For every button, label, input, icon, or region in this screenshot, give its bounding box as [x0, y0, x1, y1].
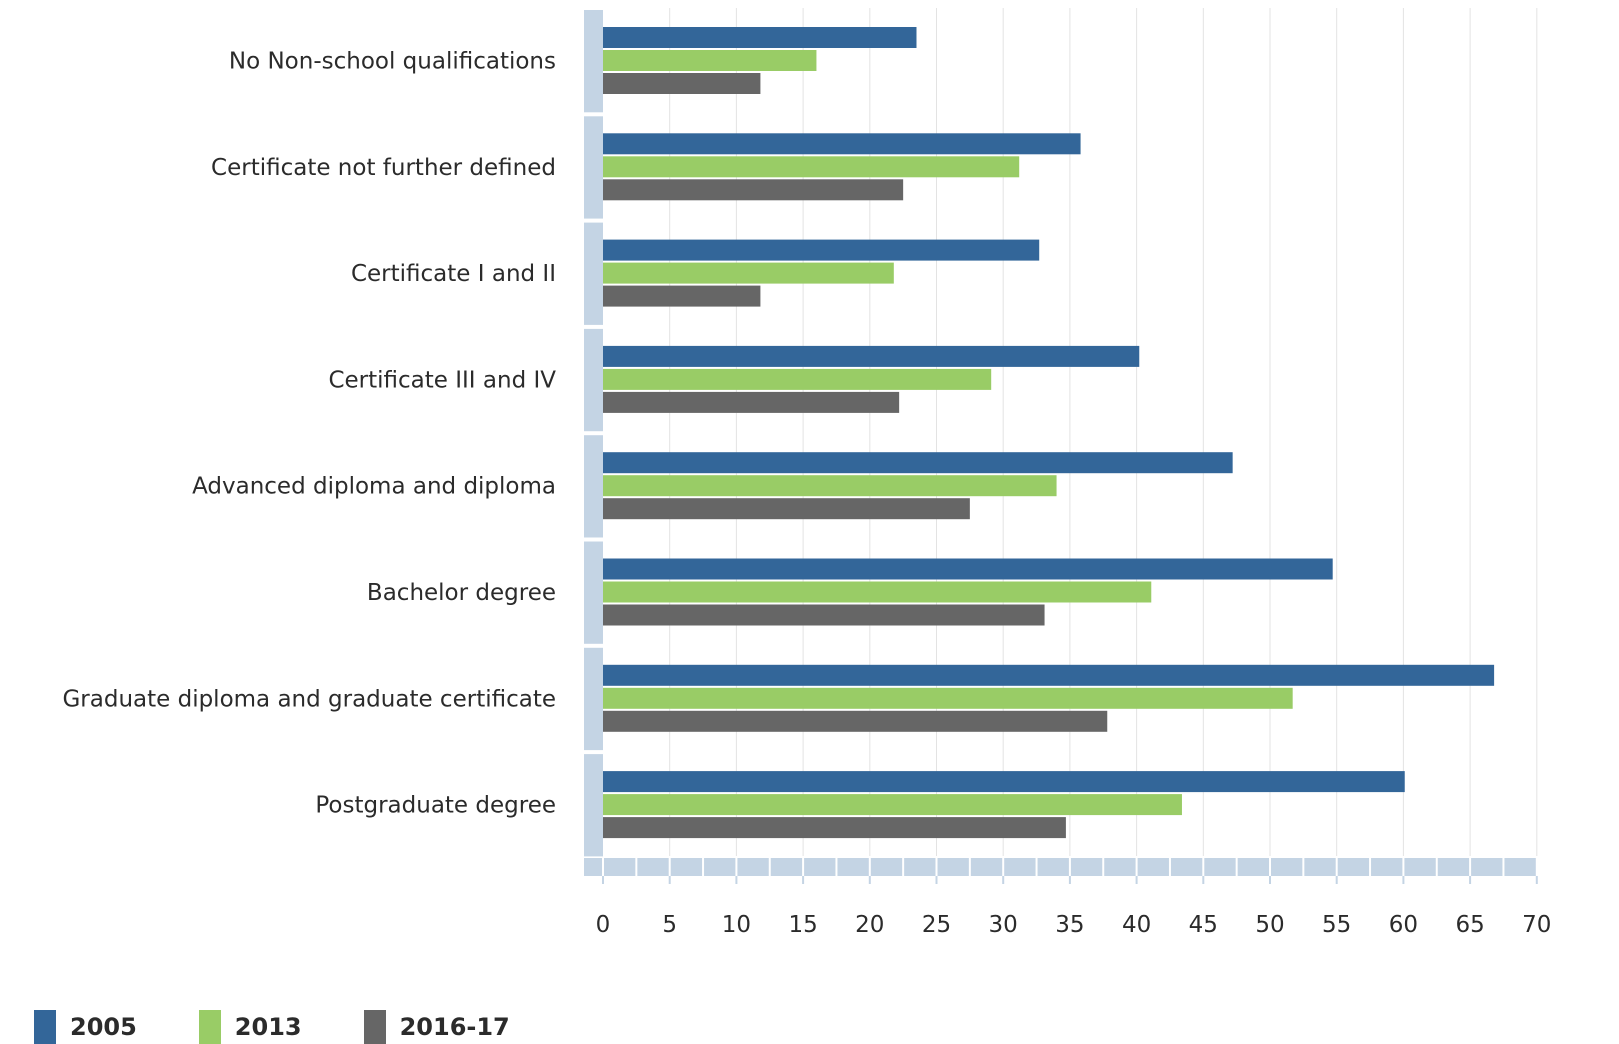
bar-2016-17-postgraduate-degree [603, 817, 1066, 839]
y-band-segment [584, 10, 603, 113]
bar-2013-graduate-diploma-and-graduate-certificate [603, 687, 1293, 709]
bar-2016-17-graduate-diploma-and-graduate-certificate [603, 710, 1108, 732]
x-tick-label-5: 5 [662, 912, 677, 938]
bar-2016-17-advanced-diploma-and-diploma [603, 498, 970, 520]
x-tick-label-55: 55 [1322, 912, 1351, 938]
y-band-segment [584, 116, 603, 219]
bar-2005-certificate-i-and-ii [603, 239, 1040, 261]
bar-2013-certificate-iii-and-iv [603, 368, 992, 390]
legend-label-2016-17: 2016-17 [399, 1013, 510, 1041]
x-tick-label-40: 40 [1122, 912, 1151, 938]
legend-item-2016-17[interactable]: 2016-17 [363, 1010, 510, 1044]
bar-2013-bachelor-degree [603, 581, 1152, 603]
x-tick-label-60: 60 [1389, 912, 1418, 938]
category-label-bachelor-degree: Bachelor degree [367, 580, 556, 606]
legend-label-2005: 2005 [70, 1013, 137, 1041]
x-tick-labels: 0 5 10 15 20 25 30 35 40 45 50 55 60 65 70 [596, 912, 1552, 938]
x-axis-band [584, 858, 1538, 884]
x-tick-label-70: 70 [1522, 912, 1551, 938]
legend: 2005 2013 2016-17 [34, 1010, 572, 1044]
legend-item-2005[interactable]: 2005 [34, 1010, 137, 1044]
bar-2013-certificate-not-further-defined [603, 156, 1020, 178]
bar-2016-17-certificate-not-further-defined [603, 179, 904, 201]
category-label-certificate-not-further-defined: Certificate not further defined [211, 155, 556, 181]
bar-2016-17-certificate-iii-and-iv [603, 391, 900, 413]
bar-2016-17-no-non-school-qualifications [603, 73, 761, 94]
category-label-certificate-i-and-ii: Certificate I and II [351, 261, 556, 287]
category-label-postgraduate-degree: Postgraduate degree [315, 793, 556, 819]
bar-2005-no-non-school-qualifications [603, 27, 917, 48]
x-tick-label-0: 0 [596, 912, 611, 938]
category-label-graduate-diploma-and-graduate-certificate: Graduate diploma and graduate certificat… [62, 686, 556, 712]
category-label-no-non-school-qualifications: No Non-school qualifications [229, 49, 556, 75]
bar-2013-certificate-i-and-ii [603, 262, 894, 284]
bar-2013-no-non-school-qualifications [603, 50, 817, 71]
bar-2016-17-bachelor-degree [603, 604, 1045, 626]
x-tick-label-30: 30 [989, 912, 1018, 938]
bar-2016-17-certificate-i-and-ii [603, 285, 761, 307]
y-band-segment [584, 328, 603, 432]
bar-2005-postgraduate-degree [603, 771, 1405, 793]
legend-item-2013[interactable]: 2013 [198, 1010, 302, 1044]
x-tick-label-35: 35 [1055, 912, 1084, 938]
x-tick-label-45: 45 [1189, 912, 1218, 938]
category-labels: No Non-school qualifications Certificate … [62, 49, 556, 819]
bar-2013-postgraduate-degree [603, 794, 1182, 816]
x-tick-label-10: 10 [722, 912, 751, 938]
y-band-segment [584, 435, 603, 538]
y-band-segment [584, 754, 603, 857]
bar-2005-graduate-diploma-and-graduate-certificate [603, 664, 1495, 686]
y-band-segment [584, 647, 603, 751]
bar-2005-advanced-diploma-and-diploma [603, 452, 1233, 474]
category-label-advanced-diploma-and-diploma: Advanced diploma and diploma [192, 474, 556, 500]
bar-2005-certificate-iii-and-iv [603, 345, 1140, 367]
y-axis-band [584, 10, 603, 857]
x-tick-label-20: 20 [855, 912, 884, 938]
x-tick-label-65: 65 [1455, 912, 1484, 938]
bar-2005-bachelor-degree [603, 558, 1333, 580]
legend-swatch-2005 [34, 1010, 56, 1044]
bars [603, 27, 1495, 839]
legend-label-2013: 2013 [234, 1013, 302, 1041]
x-tick-label-50: 50 [1255, 912, 1284, 938]
x-band-bg [584, 858, 1536, 876]
x-tick-label-25: 25 [922, 912, 951, 938]
bar-2005-certificate-not-further-defined [603, 133, 1081, 155]
y-band-segment [584, 222, 603, 325]
bar-2013-advanced-diploma-and-diploma [603, 475, 1057, 497]
legend-swatch-2016-17 [363, 1010, 386, 1044]
x-tick-label-15: 15 [788, 912, 817, 938]
y-band-segment [584, 541, 603, 644]
legend-swatch-2013 [198, 1010, 221, 1044]
category-label-certificate-iii-and-iv: Certificate III and IV [328, 367, 556, 393]
